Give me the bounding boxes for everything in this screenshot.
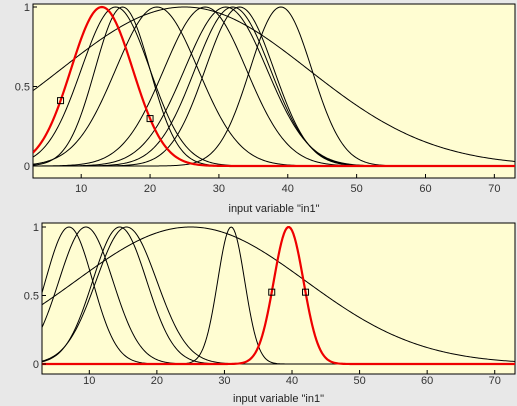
x-tick-label: 70: [488, 183, 500, 195]
mf-drag-handle[interactable]: [57, 97, 65, 105]
mf-curves: [42, 226, 515, 366]
selected-mf-curve[interactable]: [42, 226, 515, 366]
y-tick-label: 1: [24, 2, 30, 14]
x-tick-label: 60: [421, 375, 433, 387]
mf-plot-bottom-panel: 10 20 30 40 50 60 70 0 0.5 1 input variable "in1": [0, 219, 517, 406]
y-tick-label: 0: [33, 359, 39, 371]
x-tick-label: 20: [151, 375, 163, 387]
y-tick-label: 0.5: [15, 82, 30, 94]
x-tick-label: 50: [353, 375, 365, 387]
x-tick-label: 30: [213, 183, 225, 195]
mf-drag-handle[interactable]: [146, 115, 154, 123]
x-tick-label: 60: [419, 183, 431, 195]
plot-area: [41, 222, 516, 375]
mf-curve[interactable]: [42, 226, 515, 362]
mf-plot-bottom[interactable]: 10 20 30 40 50 60 70 0 0.5 1 input variable "in1": [0, 219, 517, 406]
y-tick-label: 0.5: [24, 291, 39, 303]
selected-mf-curve[interactable]: [33, 5, 515, 168]
x-tick-label: 20: [144, 183, 156, 195]
x-tick-label: 50: [351, 183, 363, 195]
y-tick-label: 1: [33, 222, 39, 234]
x-tick-label: 70: [489, 375, 501, 387]
x-axis-label: input variable "in1": [229, 203, 320, 215]
x-tick-label: 10: [83, 375, 95, 387]
mf-curve[interactable]: [33, 6, 515, 162]
mf-plot-top[interactable]: 10 20 30 40 50 60 70 0 0.5 1 input variable "in1": [0, 0, 517, 218]
mf-curves: [33, 5, 515, 168]
x-tick-label: 30: [218, 375, 230, 387]
x-axis-label: input variable "in1": [233, 393, 324, 405]
plot-area: [32, 3, 516, 179]
x-tick-label: 40: [286, 375, 298, 387]
mf-drag-handle[interactable]: [268, 288, 276, 296]
x-tick-label: 40: [282, 183, 294, 195]
mf-drag-handle[interactable]: [302, 288, 310, 296]
mf-plot-top-panel: 10 20 30 40 50 60 70 0 0.5 1 input variable "in1": [0, 0, 517, 218]
y-tick-label: 0: [24, 161, 30, 173]
x-tick-label: 10: [75, 183, 87, 195]
